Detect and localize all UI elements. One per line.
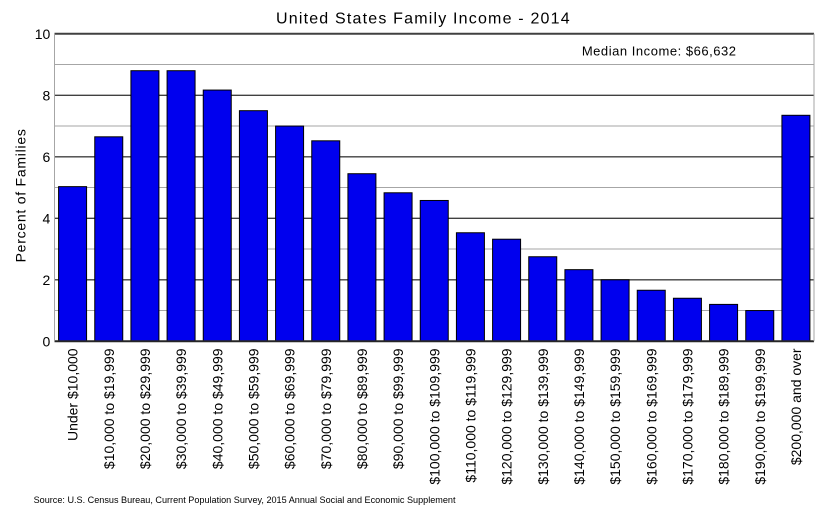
svg-text:4: 4 <box>43 210 51 226</box>
svg-text:$140,000 to $149,999: $140,000 to $149,999 <box>571 348 587 484</box>
svg-text:$170,000 to $179,999: $170,000 to $179,999 <box>680 348 696 484</box>
svg-text:0: 0 <box>43 333 51 349</box>
svg-text:Source: U.S. Census Bureau, Cu: Source: U.S. Census Bureau, Current Popu… <box>34 495 456 505</box>
svg-text:$180,000 to $189,999: $180,000 to $189,999 <box>716 348 732 484</box>
svg-text:$40,000 to $49,999: $40,000 to $49,999 <box>209 348 225 469</box>
svg-text:$20,000 to $29,999: $20,000 to $29,999 <box>137 348 153 469</box>
svg-text:Under $10,000: Under $10,000 <box>65 348 81 441</box>
svg-text:$190,000 to $199,999: $190,000 to $199,999 <box>752 348 768 484</box>
svg-text:$160,000 to $169,999: $160,000 to $169,999 <box>643 348 659 484</box>
svg-text:6: 6 <box>43 149 51 165</box>
svg-text:$110,000 to $119,999: $110,000 to $119,999 <box>463 348 479 482</box>
svg-text:$50,000 to $59,999: $50,000 to $59,999 <box>246 348 262 469</box>
svg-text:$200,000 and over: $200,000 and over <box>788 348 804 465</box>
svg-text:$150,000 to $159,999: $150,000 to $159,999 <box>607 348 623 484</box>
svg-text:$80,000 to $89,999: $80,000 to $89,999 <box>354 348 370 469</box>
svg-text:Percent of Families: Percent of Families <box>13 128 29 262</box>
svg-text:10: 10 <box>35 26 51 42</box>
svg-text:$100,000 to $109,999: $100,000 to $109,999 <box>426 348 442 484</box>
svg-text:$30,000 to $39,999: $30,000 to $39,999 <box>173 348 189 469</box>
svg-text:8: 8 <box>43 87 51 103</box>
svg-text:Median Income: $66,632: Median Income: $66,632 <box>582 43 737 58</box>
svg-text:United States Family Income -: United States Family Income - 2014 <box>276 11 571 28</box>
svg-text:$60,000 to $69,999: $60,000 to $69,999 <box>282 348 298 469</box>
svg-text:$90,000 to $99,999: $90,000 to $99,999 <box>390 348 406 469</box>
svg-text:$120,000 to $129,999: $120,000 to $129,999 <box>499 348 515 484</box>
svg-text:2: 2 <box>43 272 51 288</box>
svg-text:$70,000 to $79,999: $70,000 to $79,999 <box>318 348 334 469</box>
svg-text:$10,000 to $19,999: $10,000 to $19,999 <box>101 348 117 469</box>
svg-text:$130,000 to $139,999: $130,000 to $139,999 <box>535 348 551 484</box>
